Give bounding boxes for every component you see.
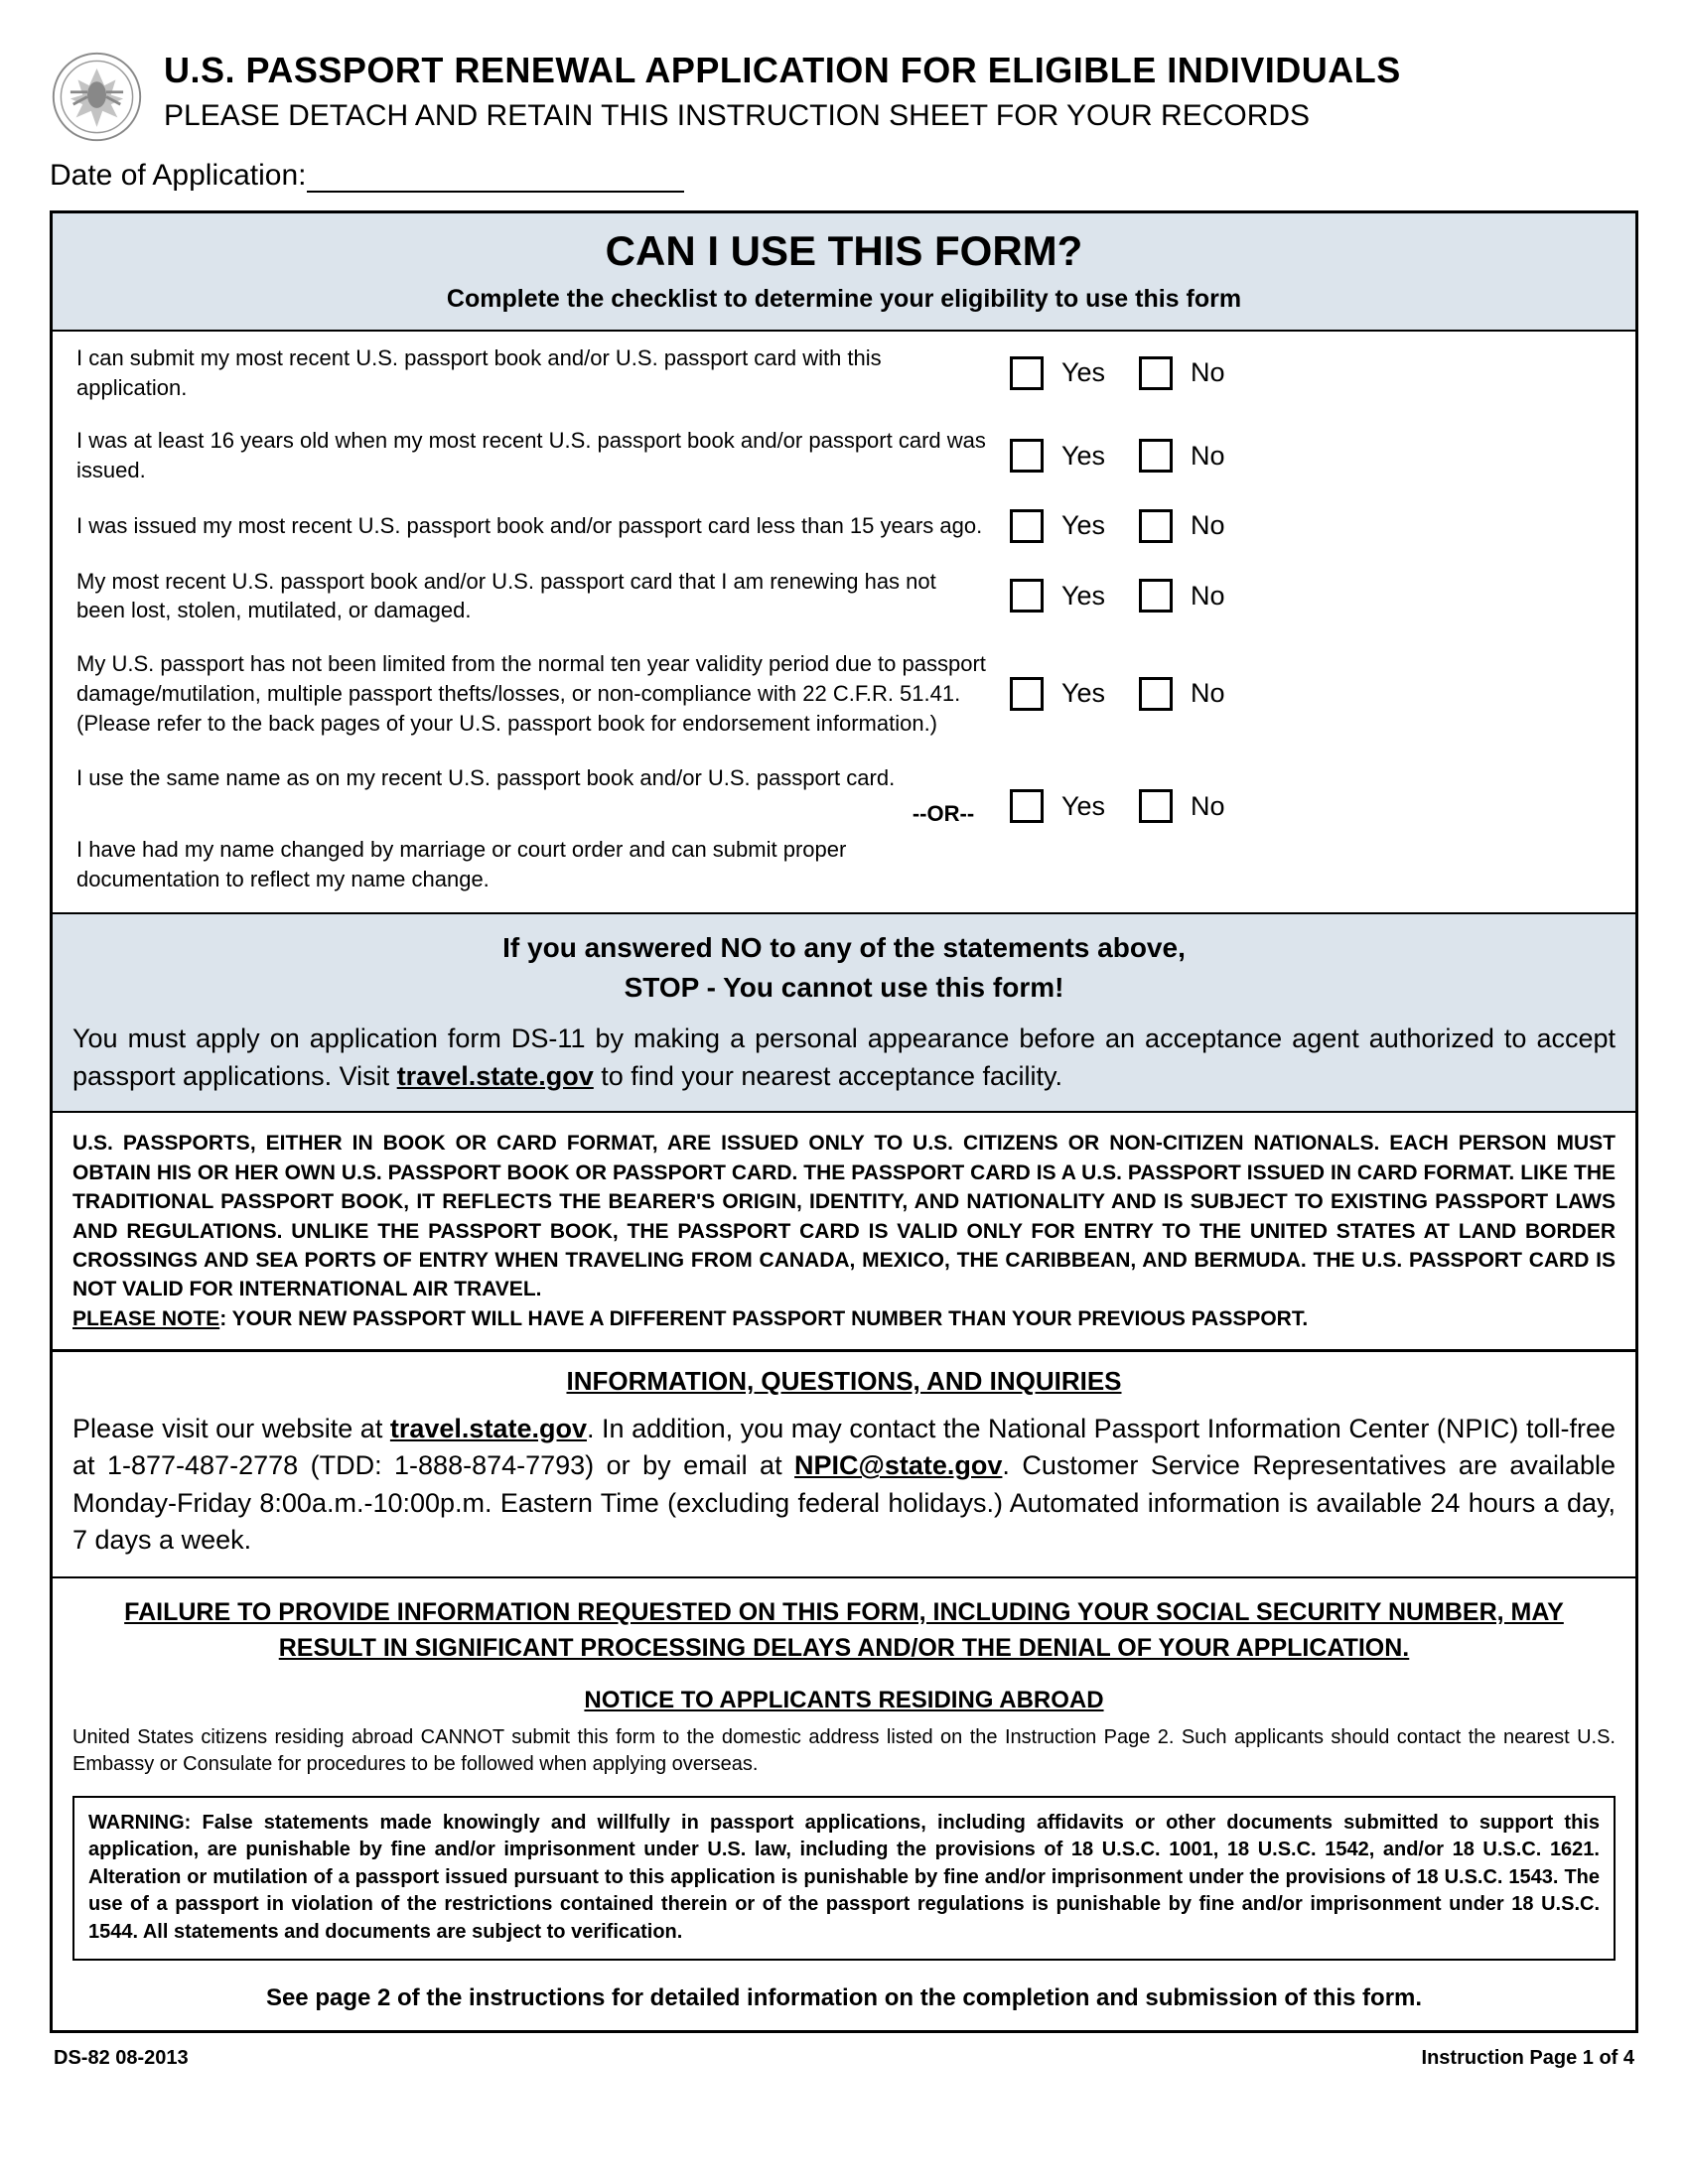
checkbox-yes[interactable] xyxy=(1010,579,1044,613)
yes-label: Yes xyxy=(1061,510,1121,541)
checklist-text: I was issued my most recent U.S. passpor… xyxy=(76,511,990,541)
checklist-row: I was at least 16 years old when my most… xyxy=(53,414,1635,496)
travel-state-link-2[interactable]: travel.state.gov xyxy=(390,1414,587,1443)
checklist-text: I have had my name changed by marriage o… xyxy=(76,835,990,893)
inquiries-section: INFORMATION, QUESTIONS, AND INQUIRIES Pl… xyxy=(53,1352,1635,1578)
checklist-text: My U.S. passport has not been limited fr… xyxy=(76,649,990,738)
no-label: No xyxy=(1191,678,1250,709)
yes-label: Yes xyxy=(1061,791,1121,822)
or-separator: --OR-- xyxy=(53,797,1635,831)
checkbox-yes[interactable] xyxy=(1010,356,1044,390)
page-footer: DS-82 08-2013 Instruction Page 1 of 4 xyxy=(50,2047,1638,2070)
checkbox-no[interactable] xyxy=(1139,579,1173,613)
eligibility-subtitle: Complete the checklist to determine your… xyxy=(63,285,1625,314)
checklist-text: I was at least 16 years old when my most… xyxy=(76,426,990,484)
checkbox-no[interactable] xyxy=(1139,439,1173,473)
passport-info-block: U.S. PASSPORTS, EITHER IN BOOK OR CARD F… xyxy=(53,1113,1635,1352)
no-label: No xyxy=(1191,441,1250,472)
npic-email-link[interactable]: NPIC@state.gov xyxy=(794,1450,1002,1480)
info-body: U.S. PASSPORTS, EITHER IN BOOK OR CARD F… xyxy=(72,1132,1616,1300)
abroad-section: NOTICE TO APPLICANTS RESIDING ABROAD Uni… xyxy=(53,1677,1635,1796)
checklist-row: My most recent U.S. passport book and/or… xyxy=(53,555,1635,637)
yes-label: Yes xyxy=(1061,581,1121,612)
no-label: No xyxy=(1191,791,1250,822)
checkbox-no[interactable] xyxy=(1139,677,1173,711)
checkbox-yes[interactable] xyxy=(1010,509,1044,543)
abroad-title: NOTICE TO APPLICANTS RESIDING ABROAD xyxy=(72,1687,1616,1714)
date-label: Date of Application: xyxy=(50,159,307,192)
seal-icon xyxy=(50,50,144,144)
stop-body-post: to find your nearest acceptance facility… xyxy=(594,1061,1062,1091)
stop-body: You must apply on application form DS-11… xyxy=(72,1021,1616,1096)
checkbox-no[interactable] xyxy=(1139,509,1173,543)
yes-label: Yes xyxy=(1061,678,1121,709)
abroad-body: United States citizens residing abroad C… xyxy=(72,1724,1616,1778)
no-label: No xyxy=(1191,357,1250,388)
travel-state-link[interactable]: travel.state.gov xyxy=(397,1061,594,1091)
inq-pre: Please visit our website at xyxy=(72,1414,390,1443)
failure-notice: FAILURE TO PROVIDE INFORMATION REQUESTED… xyxy=(53,1578,1635,1677)
inquiries-title: INFORMATION, QUESTIONS, AND INQUIRIES xyxy=(72,1366,1616,1397)
checklist-row: I have had my name changed by marriage o… xyxy=(53,831,1635,911)
checkbox-yes[interactable] xyxy=(1010,789,1044,823)
stop-section: If you answered NO to any of the stateme… xyxy=(53,912,1635,1114)
see-page-2: See page 2 of the instructions for detai… xyxy=(53,1979,1635,2030)
eligibility-checklist: I can submit my most recent U.S. passpor… xyxy=(53,332,1635,912)
form-title: U.S. PASSPORT RENEWAL APPLICATION FOR EL… xyxy=(164,50,1401,91)
page-number: Instruction Page 1 of 4 xyxy=(1422,2047,1634,2070)
no-label: No xyxy=(1191,510,1250,541)
date-input-line[interactable] xyxy=(307,191,684,193)
checklist-text: My most recent U.S. passport book and/or… xyxy=(76,567,990,625)
no-label: No xyxy=(1191,581,1250,612)
stop-heading-1: If you answered NO to any of the stateme… xyxy=(72,928,1616,969)
stop-heading-2: STOP - You cannot use this form! xyxy=(72,968,1616,1009)
checklist-row: My U.S. passport has not been limited fr… xyxy=(53,637,1635,750)
main-content-box: CAN I USE THIS FORM? Complete the checkl… xyxy=(50,210,1638,2033)
checklist-row: I use the same name as on my recent U.S.… xyxy=(53,750,1635,797)
checkbox-yes[interactable] xyxy=(1010,439,1044,473)
note-body: : YOUR NEW PASSPORT WILL HAVE A DIFFEREN… xyxy=(219,1307,1308,1330)
eligibility-title: CAN I USE THIS FORM? xyxy=(63,227,1625,275)
checkbox-no[interactable] xyxy=(1139,356,1173,390)
warning-box: WARNING: False statements made knowingly… xyxy=(72,1796,1616,1961)
yes-label: Yes xyxy=(1061,357,1121,388)
checkbox-no[interactable] xyxy=(1139,789,1173,823)
yes-label: Yes xyxy=(1061,441,1121,472)
checklist-text: I use the same name as on my recent U.S.… xyxy=(76,763,990,793)
date-of-application: Date of Application: xyxy=(50,159,1638,193)
eligibility-header: CAN I USE THIS FORM? Complete the checkl… xyxy=(53,213,1635,332)
inquiries-body: Please visit our website at travel.state… xyxy=(72,1411,1616,1559)
please-note-label: PLEASE NOTE xyxy=(72,1307,219,1330)
checklist-row: I was issued my most recent U.S. passpor… xyxy=(53,497,1635,555)
checklist-text: I can submit my most recent U.S. passpor… xyxy=(76,343,990,402)
checkbox-yes[interactable] xyxy=(1010,677,1044,711)
page-header: U.S. PASSPORT RENEWAL APPLICATION FOR EL… xyxy=(50,50,1638,144)
form-subtitle: PLEASE DETACH AND RETAIN THIS INSTRUCTIO… xyxy=(164,99,1401,133)
checklist-row: I can submit my most recent U.S. passpor… xyxy=(53,332,1635,414)
form-number: DS-82 08-2013 xyxy=(54,2047,189,2070)
